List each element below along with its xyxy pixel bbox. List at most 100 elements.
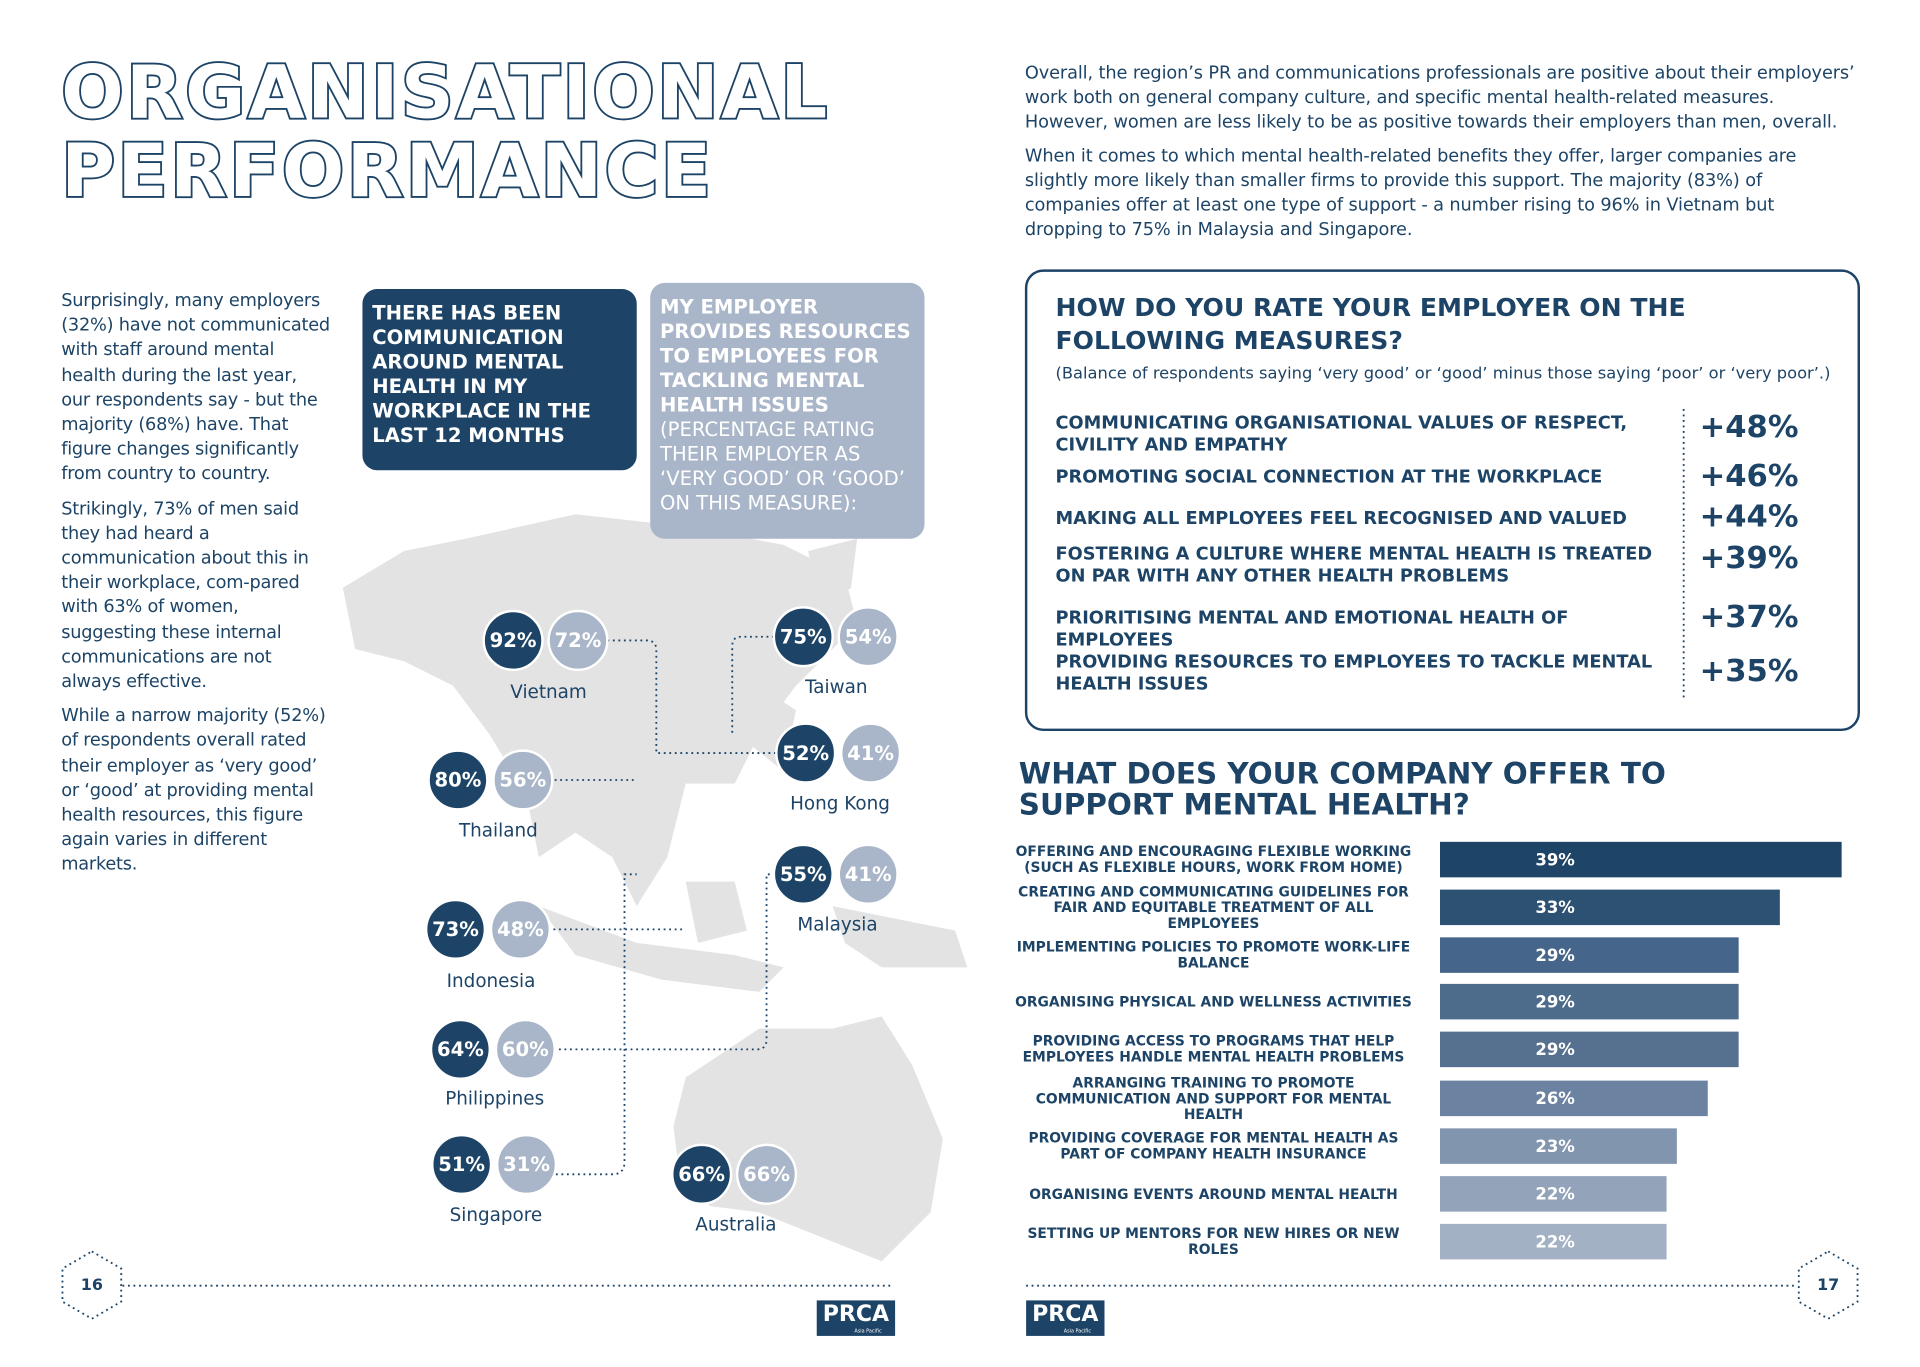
country-name: Indonesia [447, 971, 536, 992]
left-text: Surprisingly, many employers (32%) have … [61, 289, 330, 887]
country-name: Thailand [458, 820, 538, 841]
resources-heading: MY EMPLOYER PROVIDES RESOURCES TO EMPLOY… [660, 295, 911, 417]
bar-category: ORGANISING PHYSICAL AND WELLNESS ACTIVIT… [1011, 986, 1415, 1018]
resources-circle [735, 1143, 798, 1205]
logo-box [1026, 1300, 1105, 1336]
communication-value: 64% [437, 1038, 484, 1061]
bar [1440, 1080, 1708, 1117]
communication-value: 51% [438, 1153, 485, 1176]
resources-circle [494, 1018, 556, 1081]
paragraph: Overall, the region’s PR and communicati… [1024, 63, 1855, 133]
support-bars: 39% 33% 29% 29% 29% 26% 23% 22% 22% [1440, 841, 1842, 1260]
country-name: Singapore [450, 1205, 543, 1226]
bar [1440, 1128, 1677, 1164]
country-name: Hong Kong [790, 793, 890, 814]
measure-label: FOSTERING A CULTURE WHERE MENTAL HEALTH … [1055, 544, 1653, 587]
measure-label: PROVIDING RESOURCES TO EMPLOYEES TO TACK… [1055, 652, 1653, 695]
bar-category: ARRANGING TRAINING TO PROMOTE COMMUNICAT… [1011, 1074, 1415, 1122]
communication-circle [431, 1133, 493, 1196]
measure-score: +44% [1699, 498, 1799, 534]
measure-score: +35% [1699, 652, 1799, 689]
communication-circle [482, 609, 544, 672]
measures-frame [1024, 269, 1861, 732]
logo-sub: Asia Pacific [854, 1329, 882, 1335]
bar-category-text: CREATING AND COMMUNICATING GUIDELINES FO… [1018, 883, 1409, 932]
bar-value-label: 39% [1535, 850, 1575, 869]
bar [1440, 1031, 1739, 1068]
measure-score: +37% [1699, 598, 1799, 635]
country-name: Vietnam [510, 682, 587, 703]
resources-circle [837, 843, 899, 905]
bar-category: PROVIDING ACCESS TO PROGRAMS THAT HELP E… [1011, 1033, 1415, 1065]
page-number-frames [61, 408, 1859, 1320]
bar-category-text: ARRANGING TRAINING TO PROMOTE COMMUNICAT… [1035, 1074, 1392, 1123]
bar-value-label: 26% [1535, 1089, 1575, 1108]
country-name: Australia [695, 1215, 776, 1236]
communication-circle [772, 843, 834, 905]
bar [1440, 937, 1739, 973]
resources-value: 48% [497, 918, 544, 941]
bar-value-label: 33% [1535, 898, 1575, 917]
communication-value: 80% [435, 769, 482, 792]
paragraph: When it comes to which mental health-rel… [1024, 146, 1797, 241]
resources-circle [547, 609, 609, 672]
bar-category: SETTING UP MENTORS FOR NEW HIRES OR NEW … [1011, 1226, 1415, 1258]
measures-title: HOW DO YOU RATE YOUR EMPLOYER ON THE FOL… [1055, 292, 1686, 356]
communication-value: 73% [432, 918, 479, 941]
bar [1440, 889, 1780, 926]
bar-category-text: OFFERING AND ENCOURAGING FLEXIBLE WORKIN… [1015, 843, 1412, 876]
resources-value: 54% [845, 625, 892, 648]
resources-value: 60% [502, 1038, 549, 1061]
resources-circle [495, 1133, 558, 1196]
bar-value-label: 29% [1535, 946, 1575, 965]
paragraph: While a narrow majority (52%) of respond… [61, 706, 326, 875]
measure-label: PROMOTING SOCIAL CONNECTION AT THE WORKP… [1055, 467, 1603, 488]
measure-label: MAKING ALL EMPLOYEES FEEL RECOGNISED AND… [1055, 509, 1627, 529]
measure-score: +48% [1699, 408, 1799, 445]
bar-category-text: SETTING UP MENTORS FOR NEW HIRES OR NEW … [1027, 1225, 1400, 1258]
page-title: ORGANISATIONAL PERFORMANCE [59, 50, 830, 212]
title-line: ORGANISATIONAL [59, 50, 830, 136]
communication-value: 55% [780, 863, 827, 886]
bar-value-label: 29% [1535, 992, 1575, 1011]
intro-text: Overall, the region’s PR and communicati… [1025, 61, 1858, 252]
bar [1440, 841, 1842, 878]
measure-score: +46% [1699, 457, 1799, 494]
communication-circle [671, 1143, 733, 1205]
country-name: Philippines [445, 1089, 544, 1110]
resources-value: 66% [743, 1163, 790, 1186]
chart-title: WHAT DOES YOUR COMPANY OFFER TO SUPPORT … [1018, 756, 1666, 822]
resources-value: 41% [845, 863, 892, 886]
paragraph: Strikingly, 73% of men said they had hea… [61, 499, 309, 692]
communication-circle [775, 722, 837, 784]
logo: PRCA [823, 1302, 889, 1327]
communication-circle [424, 898, 487, 961]
page-number: 16 [81, 1275, 103, 1294]
measure-label: COMMUNICATING ORGANISATIONAL VALUES OF R… [1055, 413, 1628, 456]
resources-value: 72% [555, 629, 602, 652]
bar-value-label: 22% [1535, 1185, 1575, 1204]
resources-circle [840, 722, 902, 784]
communication-circle [427, 749, 489, 811]
communication-value: 75% [780, 625, 827, 648]
communication-box: THERE HAS BEEN COMMUNICATION AROUND MENT… [362, 288, 637, 471]
bar [1440, 983, 1739, 1020]
resources-value: 56% [499, 769, 546, 792]
page-number: 17 [1817, 1275, 1839, 1294]
resources-circle [492, 749, 554, 811]
bar-value-label: 22% [1535, 1232, 1575, 1251]
bar-value-label: 29% [1535, 1040, 1575, 1059]
resources-value: 41% [847, 742, 894, 765]
bar-category: IMPLEMENTING POLICIES TO PROMOTE WORK-LI… [1011, 939, 1415, 971]
measures-note: (Balance of respondents saying ‘very goo… [1055, 364, 1831, 384]
resources-note: (PERCENTAGE RATING THEIR EMPLOYER AS ‘VE… [660, 417, 905, 515]
bar-category: CREATING AND COMMUNICATING GUIDELINES FO… [1011, 883, 1415, 931]
logo-box [816, 1300, 896, 1336]
communication-value: 66% [678, 1163, 725, 1186]
bar [1440, 1176, 1667, 1212]
country-markers: 92% 72% Vietnam 75% 54% Taiwan 52% 41% Hong Kong… [424, 606, 902, 1236]
country-name: Malaysia [797, 915, 877, 936]
bar-category-text: PROVIDING COVERAGE FOR MENTAL HEALTH AS … [1028, 1130, 1399, 1163]
